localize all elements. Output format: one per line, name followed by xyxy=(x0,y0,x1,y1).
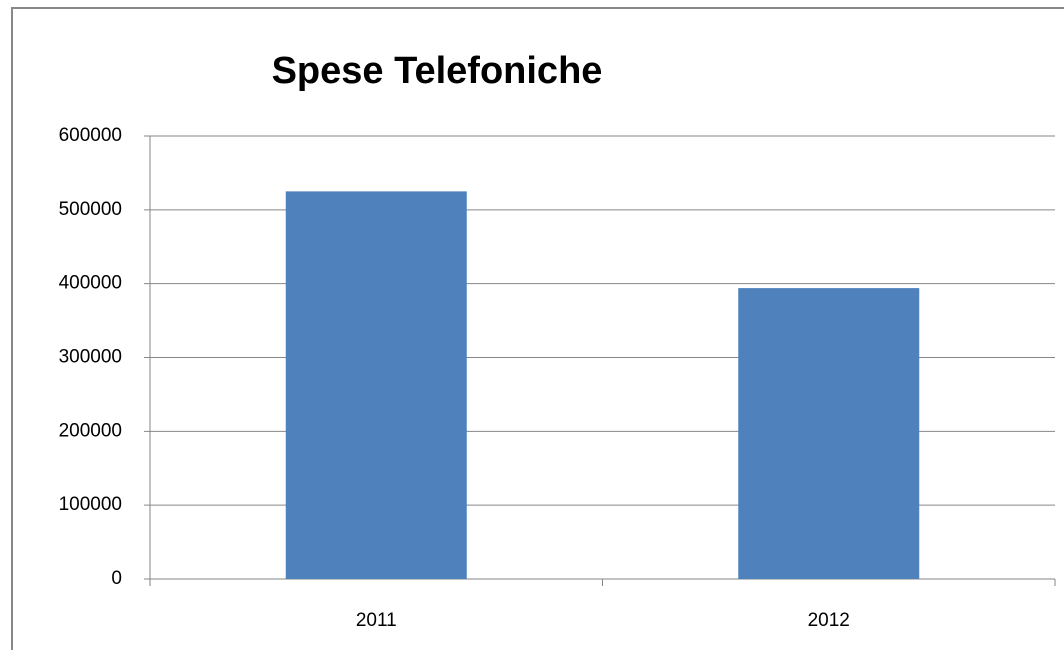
y-tick-label: 600000 xyxy=(59,125,122,146)
bar xyxy=(285,191,467,579)
y-tick-label: 100000 xyxy=(59,494,122,515)
y-tick-label: 0 xyxy=(111,568,122,589)
bar xyxy=(738,288,920,579)
y-tick-label: 300000 xyxy=(59,347,122,368)
x-tick-label: 2012 xyxy=(808,610,850,631)
y-tick-label: 200000 xyxy=(59,420,122,441)
y-tick-label: 400000 xyxy=(59,273,122,294)
chart-title: Spese Telefoniche xyxy=(272,50,603,92)
x-tick-label: 2011 xyxy=(356,610,397,631)
y-tick-label: 500000 xyxy=(59,199,122,220)
